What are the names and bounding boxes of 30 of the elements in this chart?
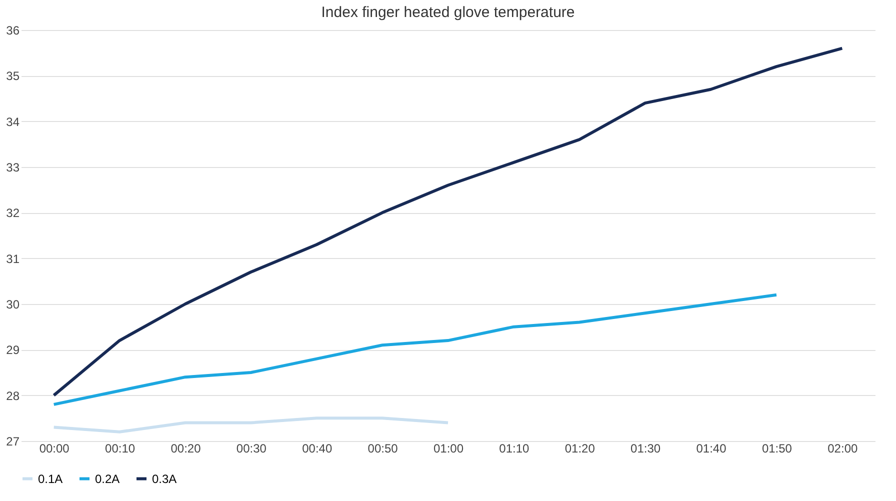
y-tick-label: 34 [6, 114, 20, 129]
chart-title: Index finger heated glove temperature [321, 4, 575, 21]
y-tick-label: 36 [6, 24, 20, 38]
legend-label: 0.2A [95, 472, 120, 486]
y-tick-label: 30 [6, 298, 20, 312]
x-tick-label: 00:50 [368, 442, 398, 456]
y-tick-label: 33 [6, 160, 20, 174]
x-tick-label: 01:40 [696, 442, 727, 456]
y-tick-label: 27 [6, 434, 20, 448]
y-tick-label: 28 [6, 388, 20, 403]
x-tick-label: 01:10 [499, 442, 530, 456]
legend-label: 0.1A [38, 472, 63, 486]
x-tick-label: 01:20 [564, 442, 596, 456]
x-tick-label: 01:50 [762, 442, 792, 456]
x-tick-label: 01:30 [630, 442, 661, 456]
x-tick-label: 00:30 [236, 442, 267, 456]
x-tick-label: 00:20 [170, 442, 202, 456]
line-series [52, 293, 778, 406]
line-series [52, 46, 844, 397]
x-tick-label: 02:00 [828, 442, 858, 456]
line-series [52, 416, 450, 434]
x-tick-label: 00:00 [39, 442, 70, 456]
y-tick-label: 29 [6, 343, 20, 358]
legend-label: 0.3A [152, 472, 177, 486]
x-tick-label: 01:00 [433, 442, 464, 456]
y-tick-label: 31 [6, 252, 20, 266]
y-tick-label: 32 [6, 206, 20, 220]
y-tick-label: 35 [6, 69, 20, 84]
x-tick-label: 00:40 [302, 442, 332, 456]
x-tick-label: 00:10 [105, 442, 136, 456]
